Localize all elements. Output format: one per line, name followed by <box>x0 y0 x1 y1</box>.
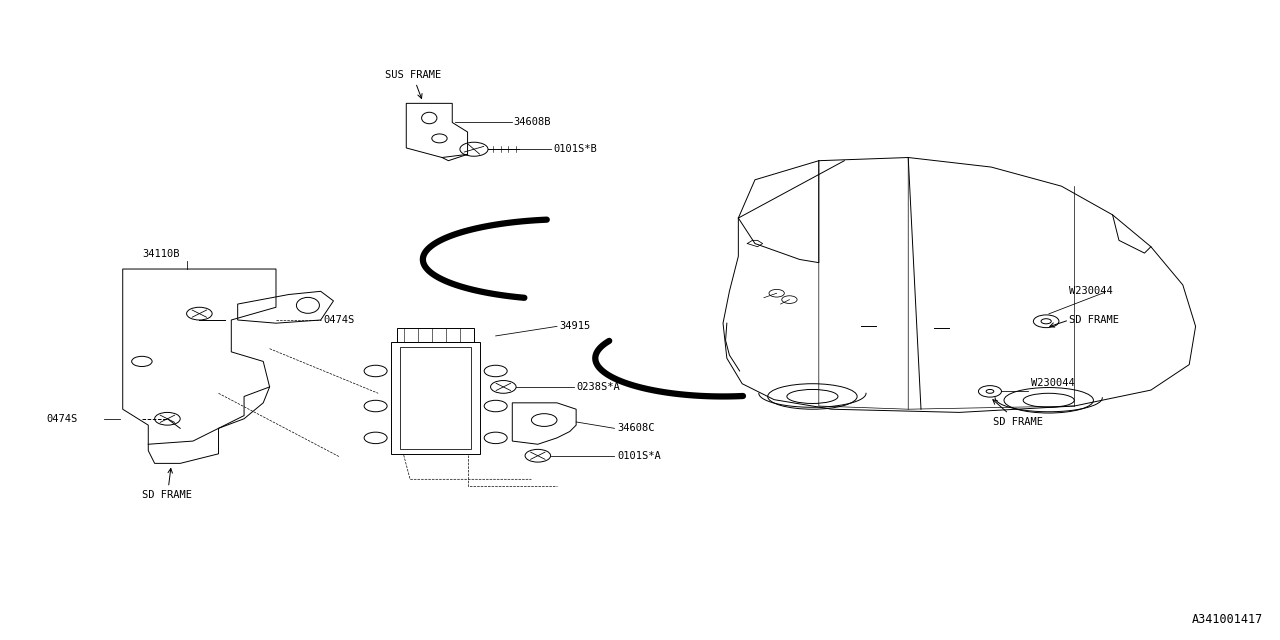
Text: W230044: W230044 <box>1069 286 1112 296</box>
Text: 34608B: 34608B <box>513 118 552 127</box>
Text: 0101S*B: 0101S*B <box>553 144 596 154</box>
Text: SUS FRAME: SUS FRAME <box>384 70 440 99</box>
Text: 0238S*A: 0238S*A <box>576 382 620 392</box>
Text: 34110B: 34110B <box>142 250 179 259</box>
Bar <box>399 348 471 449</box>
Text: 0101S*A: 0101S*A <box>617 451 660 461</box>
Text: SD FRAME: SD FRAME <box>992 399 1042 426</box>
Text: 0474S: 0474S <box>46 414 77 424</box>
Bar <box>397 328 474 342</box>
Text: 34915: 34915 <box>559 321 591 332</box>
Text: A341001417: A341001417 <box>1192 613 1263 626</box>
Text: 34608C: 34608C <box>617 423 654 433</box>
Text: W230044: W230044 <box>1030 378 1075 388</box>
Bar <box>390 342 480 454</box>
Text: 0474S: 0474S <box>324 315 355 325</box>
Text: SD FRAME: SD FRAME <box>142 468 192 500</box>
Text: SD FRAME: SD FRAME <box>1069 315 1119 325</box>
